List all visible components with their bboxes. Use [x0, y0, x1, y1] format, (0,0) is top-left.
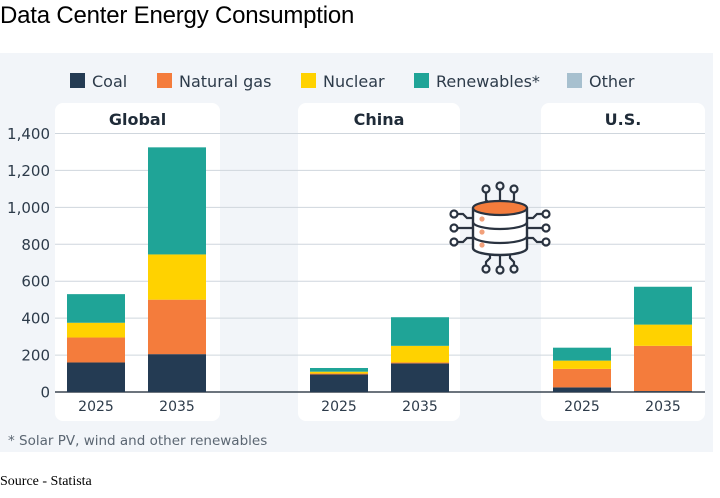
- y-tick-label: 1,200: [7, 162, 50, 180]
- y-tick-label: 0: [40, 384, 50, 402]
- bar-global-2025-renewables: [67, 294, 125, 323]
- panel-title-china: China: [354, 110, 405, 129]
- bar-u-s-2035-nuclear: [634, 324, 692, 346]
- legend: Coal Natural gas Nuclear Renewables* Other: [70, 72, 635, 91]
- legend-label-other: Other: [589, 72, 635, 91]
- legend-item-natural-gas: Natural gas: [157, 72, 271, 91]
- source-caption: Source - Statista: [0, 474, 92, 489]
- bar-china-2025-nuclear: [310, 371, 368, 374]
- bar-china-2025-renewables: [310, 367, 368, 372]
- legend-swatch-natural-gas: [157, 73, 172, 88]
- legend-label-natural-gas: Natural gas: [179, 72, 271, 91]
- bar-u-s-2025-coal: [553, 387, 611, 392]
- bar-u-s-2035-renewables: [634, 286, 692, 325]
- legend-swatch-coal: [70, 73, 85, 88]
- x-tick-label-u-s-2035: 2035: [645, 399, 681, 415]
- bar-china-2035-coal: [391, 363, 449, 392]
- x-tick-label-global-2035: 2035: [159, 399, 195, 415]
- panel-title-global: Global: [109, 110, 166, 129]
- bar-global-2035-natural-gas: [148, 299, 206, 355]
- footnote: * Solar PV, wind and other renewables: [8, 433, 267, 449]
- y-tick-label: 1,400: [7, 125, 50, 143]
- bar-global-2035-nuclear: [148, 254, 206, 300]
- bar-u-s-2035-natural-gas: [634, 345, 692, 392]
- panel-title-u-s: U.S.: [605, 110, 642, 129]
- bar-global-2035-renewables: [148, 147, 206, 255]
- legend-item-nuclear: Nuclear: [301, 72, 385, 91]
- bar-china-2035-natural-gas: [391, 362, 449, 364]
- bar-u-s-2035-coal: [634, 391, 692, 392]
- bar-global-2035-coal: [148, 354, 206, 392]
- y-tick-label: 200: [21, 347, 50, 365]
- server-database-icon: [449, 181, 551, 275]
- bar-u-s-2025-renewables: [553, 347, 611, 361]
- bar-china-2025-natural-gas: [310, 373, 368, 375]
- x-tick-label-u-s-2025: 2025: [564, 399, 600, 415]
- bar-u-s-2025-natural-gas: [553, 368, 611, 388]
- legend-swatch-nuclear: [301, 73, 316, 88]
- y-tick-label: 600: [21, 273, 50, 291]
- legend-item-other: Other: [567, 72, 635, 91]
- bar-u-s-2025-nuclear: [553, 360, 611, 369]
- bar-china-2035-renewables: [391, 317, 449, 346]
- y-axis: 0 200 400 600 800 1,000 1,200 1,400: [7, 125, 50, 402]
- legend-label-nuclear: Nuclear: [323, 72, 385, 91]
- x-tick-label-global-2025: 2025: [78, 399, 114, 415]
- x-axis: 2025 2035 2025 2035 2025 2035: [78, 399, 681, 415]
- bar-global-2025-coal: [67, 362, 125, 392]
- x-tick-label-china-2035: 2035: [402, 399, 438, 415]
- legend-item-renewables: Renewables*: [414, 72, 540, 91]
- page-title: Data Center Energy Consumption: [0, 2, 355, 29]
- bar-global-2025-natural-gas: [67, 337, 125, 363]
- legend-label-coal: Coal: [92, 72, 127, 91]
- bar-china-2035-nuclear: [391, 345, 449, 363]
- x-tick-label-china-2025: 2025: [321, 399, 357, 415]
- legend-label-renewables: Renewables*: [436, 72, 540, 91]
- y-tick-label: 1,000: [7, 199, 50, 217]
- y-tick-label: 400: [21, 310, 50, 328]
- bars: [67, 147, 692, 392]
- legend-swatch-renewables: [414, 73, 429, 88]
- legend-swatch-other: [567, 73, 582, 88]
- y-tick-label: 800: [21, 236, 50, 254]
- bar-global-2025-nuclear: [67, 322, 125, 338]
- legend-item-coal: Coal: [70, 72, 127, 91]
- bar-china-2025-coal: [310, 374, 368, 392]
